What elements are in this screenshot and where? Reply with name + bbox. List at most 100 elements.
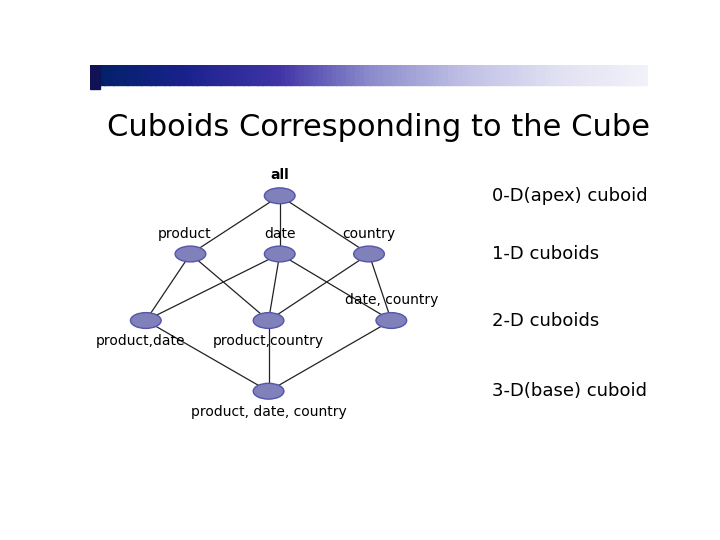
Bar (355, 65, 360, 85)
Bar (387, 65, 393, 85)
Bar (629, 65, 634, 85)
Bar (378, 65, 384, 85)
Bar (99, 65, 104, 85)
Ellipse shape (253, 313, 284, 328)
Bar (523, 65, 528, 85)
Ellipse shape (175, 246, 206, 262)
Bar (406, 65, 411, 85)
Text: Cuboids Corresponding to the Cube: Cuboids Corresponding to the Cube (107, 113, 649, 141)
Text: product,date: product,date (96, 334, 185, 348)
Bar (160, 65, 165, 85)
Bar (118, 65, 123, 85)
Bar (485, 65, 490, 85)
Bar (155, 65, 161, 85)
Bar (532, 65, 537, 85)
Bar (183, 65, 188, 85)
Text: all: all (270, 168, 289, 183)
Bar (202, 65, 207, 85)
Bar (271, 65, 276, 85)
Bar (434, 65, 439, 85)
Bar (94, 65, 100, 85)
Bar (141, 65, 146, 85)
Bar (490, 65, 495, 85)
Bar (495, 65, 500, 85)
Bar (364, 65, 369, 85)
Bar (230, 65, 235, 85)
Bar (644, 65, 649, 85)
Text: 2-D cuboids: 2-D cuboids (492, 312, 599, 329)
Bar (374, 65, 379, 85)
Bar (597, 65, 602, 85)
Bar (327, 65, 333, 85)
Bar (411, 65, 416, 85)
Bar (304, 65, 309, 85)
Text: date: date (264, 227, 295, 241)
Bar (276, 65, 282, 85)
Bar (536, 65, 541, 85)
Bar (174, 65, 179, 85)
Text: 0-D(apex) cuboid: 0-D(apex) cuboid (492, 187, 647, 205)
Bar (518, 65, 523, 85)
Bar (127, 65, 132, 85)
Bar (90, 65, 95, 85)
Bar (559, 65, 565, 85)
Bar (453, 65, 458, 85)
Bar (239, 65, 244, 85)
Bar (415, 65, 420, 85)
Bar (639, 65, 644, 85)
Bar (132, 65, 137, 85)
Bar (150, 65, 156, 85)
Ellipse shape (253, 383, 284, 399)
Bar (360, 65, 365, 85)
Text: 1-D cuboids: 1-D cuboids (492, 245, 599, 263)
Bar (569, 65, 574, 85)
Text: date, country: date, country (345, 293, 438, 307)
Ellipse shape (354, 246, 384, 262)
Bar (429, 65, 435, 85)
Text: country: country (343, 227, 395, 241)
Bar (253, 65, 258, 85)
Bar (574, 65, 579, 85)
Bar (425, 65, 430, 85)
Bar (262, 65, 267, 85)
Bar (113, 65, 119, 85)
Bar (420, 65, 426, 85)
Bar (593, 65, 598, 85)
Bar (583, 65, 588, 85)
Bar (90, 65, 100, 89)
Bar (248, 65, 253, 85)
Bar (281, 65, 286, 85)
Bar (513, 65, 518, 85)
Bar (616, 65, 621, 85)
Bar (611, 65, 616, 85)
Bar (179, 65, 184, 85)
Bar (290, 65, 295, 85)
Bar (588, 65, 593, 85)
Ellipse shape (130, 313, 161, 328)
Bar (504, 65, 509, 85)
Bar (564, 65, 570, 85)
Bar (462, 65, 467, 85)
Bar (392, 65, 397, 85)
Bar (438, 65, 444, 85)
Bar (481, 65, 486, 85)
Bar (467, 65, 472, 85)
Bar (169, 65, 174, 85)
Text: product, date, country: product, date, country (191, 404, 346, 418)
Bar (550, 65, 556, 85)
Bar (318, 65, 323, 85)
Bar (606, 65, 611, 85)
Ellipse shape (264, 188, 295, 204)
Bar (243, 65, 248, 85)
Bar (332, 65, 337, 85)
Bar (555, 65, 560, 85)
Bar (620, 65, 625, 85)
Bar (448, 65, 454, 85)
Bar (206, 65, 212, 85)
Bar (164, 65, 170, 85)
Bar (397, 65, 402, 85)
Bar (211, 65, 216, 85)
Bar (137, 65, 142, 85)
Bar (220, 65, 225, 85)
Text: product: product (158, 227, 212, 241)
